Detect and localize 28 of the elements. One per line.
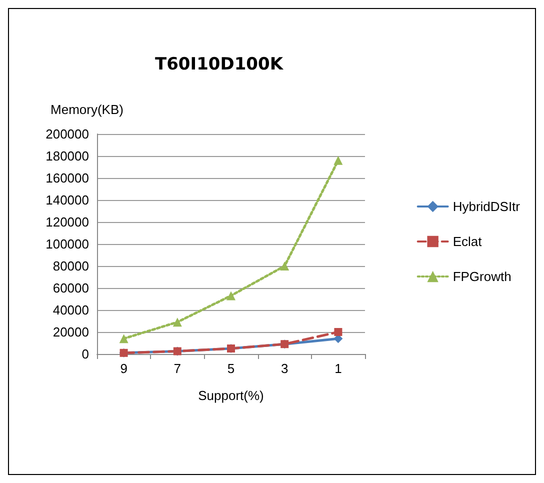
y-tick-label: 20000 — [52, 324, 89, 340]
y-tick-label: 200000 — [46, 126, 89, 142]
chart-title: T60I10D100K — [154, 54, 284, 74]
y-axis-title: Memory(KB) — [50, 102, 124, 117]
point — [280, 262, 290, 270]
legend-label: Eclat — [452, 234, 482, 249]
legend-label: HybridDSItr — [452, 199, 521, 214]
x-tick-label: 9 — [120, 361, 128, 376]
y-tick-label: 100000 — [46, 236, 89, 252]
y-tick-label: 60000 — [52, 280, 89, 296]
y-tick-label: 80000 — [52, 258, 89, 274]
x-tick-label: 7 — [174, 361, 182, 376]
point — [226, 291, 236, 300]
x-axis-title: Support(%) — [198, 388, 264, 403]
point — [119, 334, 128, 344]
y-tick-label: 160000 — [46, 170, 89, 186]
x-tick-label: 1 — [334, 361, 342, 376]
point — [334, 328, 342, 336]
y-tick-label: 140000 — [46, 192, 89, 208]
y-tick-label: 40000 — [52, 302, 89, 318]
y-tick-label: 180000 — [46, 148, 89, 164]
x-tick-label: 3 — [280, 361, 288, 376]
y-tick-label: 0 — [82, 346, 89, 362]
point — [334, 156, 343, 165]
y-tick-label: 120000 — [46, 214, 89, 230]
point — [172, 318, 182, 327]
legend-label: FPGrowth — [452, 269, 512, 284]
x-tick-label: 5 — [227, 361, 235, 376]
